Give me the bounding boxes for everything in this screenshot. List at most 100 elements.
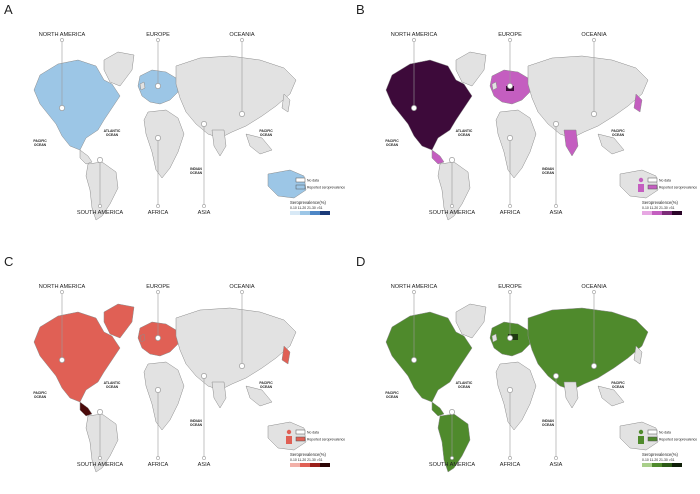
africa-shape	[495, 109, 537, 179]
region-label-europe: EUROPE	[146, 32, 170, 38]
south-america-shape	[437, 413, 471, 473]
region-pin	[449, 409, 455, 415]
region-pin	[201, 373, 207, 379]
region-label-africa: AFRICA	[500, 462, 521, 468]
reported-label: Reported seroprevalence	[659, 186, 697, 190]
pin-end	[60, 290, 64, 294]
person-icon	[286, 184, 292, 192]
world-map: NORTH AMERICA EUROPE OCEANIA SOUTH AMERICA A…	[33, 284, 345, 473]
ramp-swatch	[652, 211, 662, 215]
legend: No data Reported seroprevalence Seropreval…	[286, 177, 345, 215]
no-data-swatch	[295, 429, 306, 435]
ocean-label: OCEAN	[386, 395, 399, 399]
central-america-shape	[431, 149, 445, 165]
region-pin	[155, 387, 161, 393]
legend-title: Seroprevalence(%)	[290, 200, 326, 205]
ocean-label: OCEAN	[106, 133, 119, 137]
reported-swatch	[647, 184, 658, 190]
region-pin	[155, 335, 161, 341]
north-america-shape	[33, 311, 121, 403]
pin-end	[412, 38, 416, 42]
region-pin	[507, 335, 513, 341]
ocean-label: ATLANTIC	[456, 381, 473, 385]
pin-end	[508, 456, 512, 460]
region-pin	[59, 357, 65, 363]
region-pin	[97, 157, 103, 163]
world-map: NORTH AMERICA EUROPE OCEANIA SOUTH AMERICA A…	[385, 32, 697, 221]
panel-label: D	[356, 254, 366, 269]
region-label-oceania: OCEANIA	[229, 32, 254, 38]
pin-end	[60, 38, 64, 42]
legend-title: Seroprevalence(%)	[642, 452, 678, 457]
person-icon	[638, 184, 644, 192]
region-pin	[507, 387, 513, 393]
region-label-oceania: OCEANIA	[229, 284, 254, 290]
pin-end	[98, 204, 102, 208]
ramp-swatch	[672, 463, 682, 467]
region-pin	[553, 121, 559, 127]
person-icon	[286, 177, 292, 183]
region-label-north-america: NORTH AMERICA	[39, 284, 86, 290]
ocean-label: OCEAN	[542, 171, 555, 175]
pin-end	[450, 456, 454, 460]
uk-shape	[139, 333, 146, 343]
ramp-swatch	[310, 463, 320, 467]
legend: No data Reported seroprevalence Seropreval…	[286, 429, 345, 467]
ocean-label: OCEAN	[260, 385, 273, 389]
reported-label: Reported seroprevalence	[659, 438, 697, 442]
continents	[385, 303, 659, 473]
region-pin	[449, 157, 455, 163]
greenland-shape	[455, 303, 487, 339]
region-label-europe: EUROPE	[498, 32, 522, 38]
person-icon	[286, 429, 292, 435]
region-label-europe: EUROPE	[498, 284, 522, 290]
central-america-shape	[79, 149, 93, 165]
no-data-label: No data	[307, 431, 319, 435]
pin-end	[554, 204, 558, 208]
map-panel-b: B NORTH AMERICA EUROPE OCEANIA SOUTH AMERIC…	[352, 0, 697, 235]
greenland-shape	[455, 51, 487, 87]
asia-shape	[175, 55, 297, 139]
north-america-shape	[385, 59, 473, 151]
asia-shape	[175, 307, 297, 391]
world-map: NORTH AMERICA EUROPE OCEANIA SOUTH AMERICA A…	[385, 284, 697, 473]
ramp-swatch	[662, 463, 672, 467]
region-label-south-america: SOUTH AMERICA	[77, 462, 124, 468]
ocean-label: PACIFIC	[33, 139, 47, 143]
ocean-label: OCEAN	[542, 423, 555, 427]
ocean-label: PACIFIC	[611, 381, 625, 385]
pin-end	[240, 290, 244, 294]
ramp-swatch	[320, 211, 330, 215]
south-america-shape	[437, 161, 471, 221]
region-pin	[507, 135, 513, 141]
ramp-swatch	[662, 211, 672, 215]
pin-end	[202, 204, 206, 208]
ocean-label: INDIAN	[190, 419, 202, 423]
legend-ticks: 0-10 11-20 21-30 >31	[290, 458, 323, 462]
greenland-shape	[103, 51, 135, 87]
legend: No data Reported seroprevalence Seropreval…	[638, 177, 697, 215]
region-label-oceania: OCEANIA	[581, 284, 606, 290]
ocean-label: OCEAN	[260, 133, 273, 137]
continents	[33, 51, 307, 221]
pin-end	[98, 456, 102, 460]
ramp-swatch	[300, 211, 310, 215]
ocean-label: INDIAN	[542, 167, 554, 171]
region-label-africa: AFRICA	[500, 210, 521, 216]
region-label-africa: AFRICA	[148, 462, 169, 468]
ocean-label: PACIFIC	[385, 139, 399, 143]
ramp-swatch	[642, 463, 652, 467]
map-panel-a: A NORTH AMERICA EUROPE OCEANIA SOUTH AMERIC…	[0, 0, 345, 235]
pin-end	[508, 290, 512, 294]
uk-shape	[139, 81, 146, 91]
pin-end	[156, 290, 160, 294]
region-pin	[507, 83, 513, 89]
ocean-label: INDIAN	[190, 167, 202, 171]
map-panel-c: C NORTH AMERICA EUROPE OCEANIA SOUTH AMERIC…	[0, 252, 345, 487]
ocean-label: OCEAN	[458, 385, 471, 389]
no-data-label: No data	[307, 179, 319, 183]
uk-shape	[491, 81, 498, 91]
ocean-label: PACIFIC	[259, 381, 273, 385]
africa-shape	[143, 361, 185, 431]
india-shape	[211, 129, 227, 157]
